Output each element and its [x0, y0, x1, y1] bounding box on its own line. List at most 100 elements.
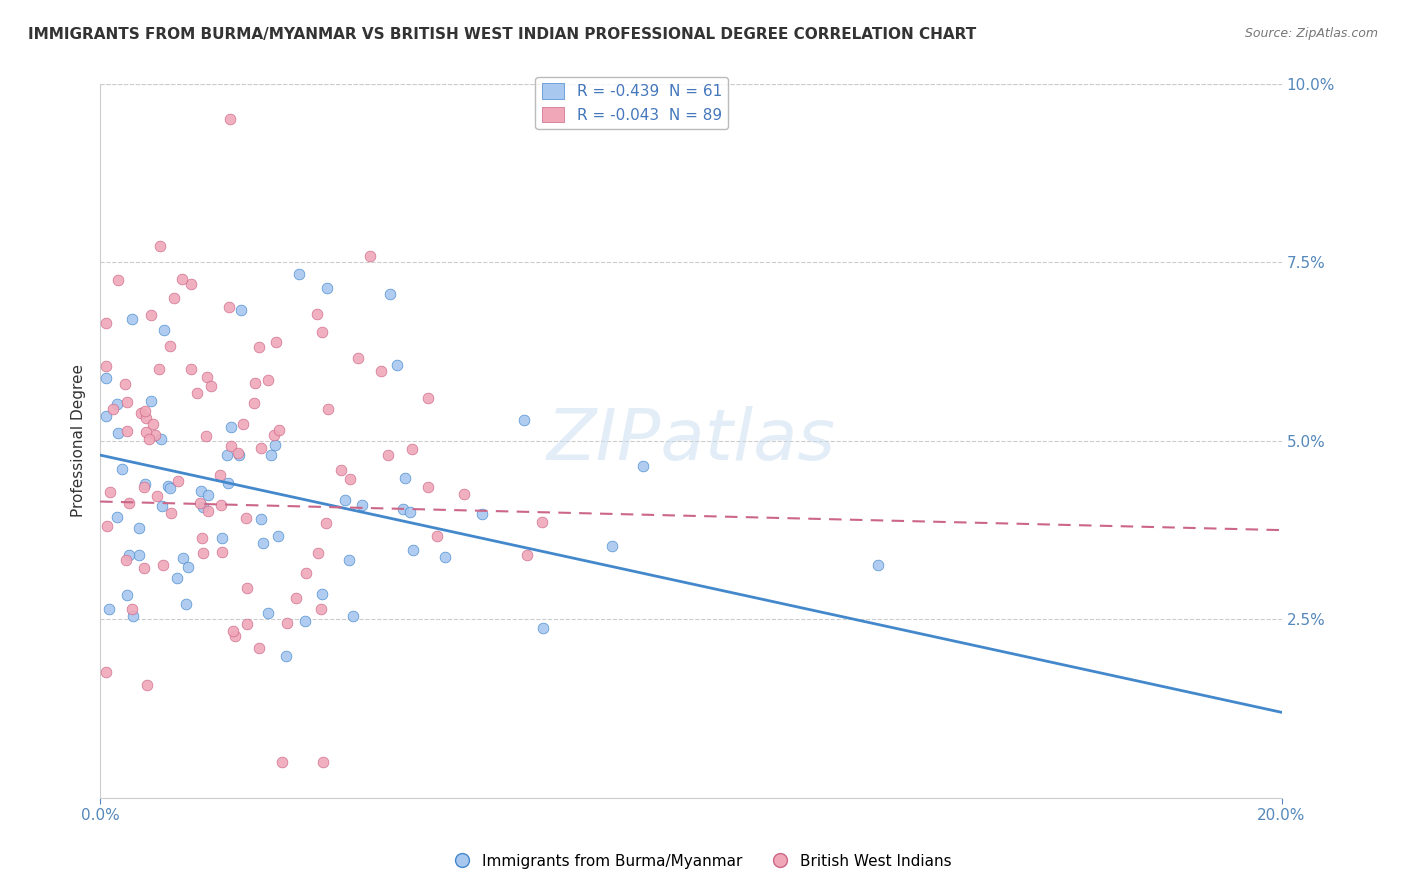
Point — [142, 417, 165, 432]
Point — [159, 339, 181, 353]
Point — [118, 495, 141, 509]
Point — [172, 551, 194, 566]
Point — [152, 323, 174, 337]
Point — [191, 531, 214, 545]
Point — [190, 483, 212, 498]
Point — [342, 608, 364, 623]
Point — [426, 529, 449, 543]
Point — [107, 426, 129, 441]
Point — [378, 286, 401, 301]
Point — [245, 376, 267, 390]
Point — [311, 325, 333, 339]
Legend: Immigrants from Burma/Myanmar, British West Indians: Immigrants from Burma/Myanmar, British W… — [449, 848, 957, 875]
Point — [197, 488, 219, 502]
Point — [453, 486, 475, 500]
Point — [134, 404, 156, 418]
Point — [307, 307, 329, 321]
Point — [94, 370, 117, 384]
Point — [228, 449, 250, 463]
Point — [143, 428, 166, 442]
Point — [100, 485, 122, 500]
Point — [146, 489, 169, 503]
Point — [115, 424, 138, 438]
Point — [96, 519, 118, 533]
Point — [868, 558, 890, 572]
Point — [122, 609, 145, 624]
Point — [149, 239, 172, 253]
Point — [530, 515, 553, 529]
Point — [115, 552, 138, 566]
Point — [211, 545, 233, 559]
Point — [516, 548, 538, 562]
Point — [276, 648, 298, 663]
Point — [134, 477, 156, 491]
Point — [219, 112, 242, 127]
Point — [110, 461, 132, 475]
Point — [600, 539, 623, 553]
Point — [242, 396, 264, 410]
Point — [180, 277, 202, 291]
Point — [193, 500, 215, 514]
Point — [150, 432, 173, 446]
Point — [138, 433, 160, 447]
Point — [433, 549, 456, 564]
Point — [174, 597, 197, 611]
Point — [136, 677, 159, 691]
Point — [180, 361, 202, 376]
Point — [259, 448, 281, 462]
Point — [263, 438, 285, 452]
Point — [128, 548, 150, 562]
Point — [219, 419, 242, 434]
Point — [316, 402, 339, 417]
Point — [294, 566, 316, 580]
Point — [347, 351, 370, 365]
Point — [217, 476, 239, 491]
Point — [288, 267, 311, 281]
Point — [329, 463, 352, 477]
Text: IMMIGRANTS FROM BURMA/MYANMAR VS BRITISH WEST INDIAN PROFESSIONAL DEGREE CORRELA: IMMIGRANTS FROM BURMA/MYANMAR VS BRITISH… — [28, 27, 976, 42]
Text: ZIPatlas: ZIPatlas — [547, 406, 835, 475]
Point — [513, 412, 536, 426]
Point — [370, 364, 392, 378]
Point — [121, 312, 143, 326]
Point — [121, 602, 143, 616]
Point — [159, 481, 181, 495]
Point — [392, 501, 415, 516]
Point — [309, 602, 332, 616]
Point — [115, 395, 138, 409]
Point — [94, 409, 117, 423]
Point — [159, 506, 181, 520]
Point — [307, 546, 329, 560]
Point — [197, 503, 219, 517]
Point — [269, 423, 291, 437]
Point — [267, 529, 290, 543]
Y-axis label: Professional Degree: Professional Degree — [72, 364, 86, 517]
Point — [229, 302, 252, 317]
Point — [294, 614, 316, 628]
Point — [170, 271, 193, 285]
Point — [194, 429, 217, 443]
Point — [94, 316, 117, 330]
Point — [263, 428, 285, 442]
Point — [247, 340, 270, 354]
Point — [209, 467, 232, 482]
Point — [252, 535, 274, 549]
Legend: R = -0.439  N = 61, R = -0.043  N = 89: R = -0.439 N = 61, R = -0.043 N = 89 — [536, 77, 728, 128]
Point — [531, 621, 554, 635]
Point — [416, 480, 439, 494]
Point — [311, 587, 333, 601]
Point — [257, 606, 280, 620]
Point — [257, 373, 280, 387]
Point — [232, 417, 254, 431]
Point — [228, 446, 250, 460]
Point — [418, 391, 440, 405]
Point — [315, 516, 337, 530]
Point — [236, 582, 259, 596]
Point — [157, 479, 180, 493]
Point — [101, 402, 124, 417]
Point — [250, 512, 273, 526]
Point — [200, 379, 222, 393]
Point — [166, 571, 188, 585]
Point — [94, 359, 117, 373]
Point — [152, 558, 174, 572]
